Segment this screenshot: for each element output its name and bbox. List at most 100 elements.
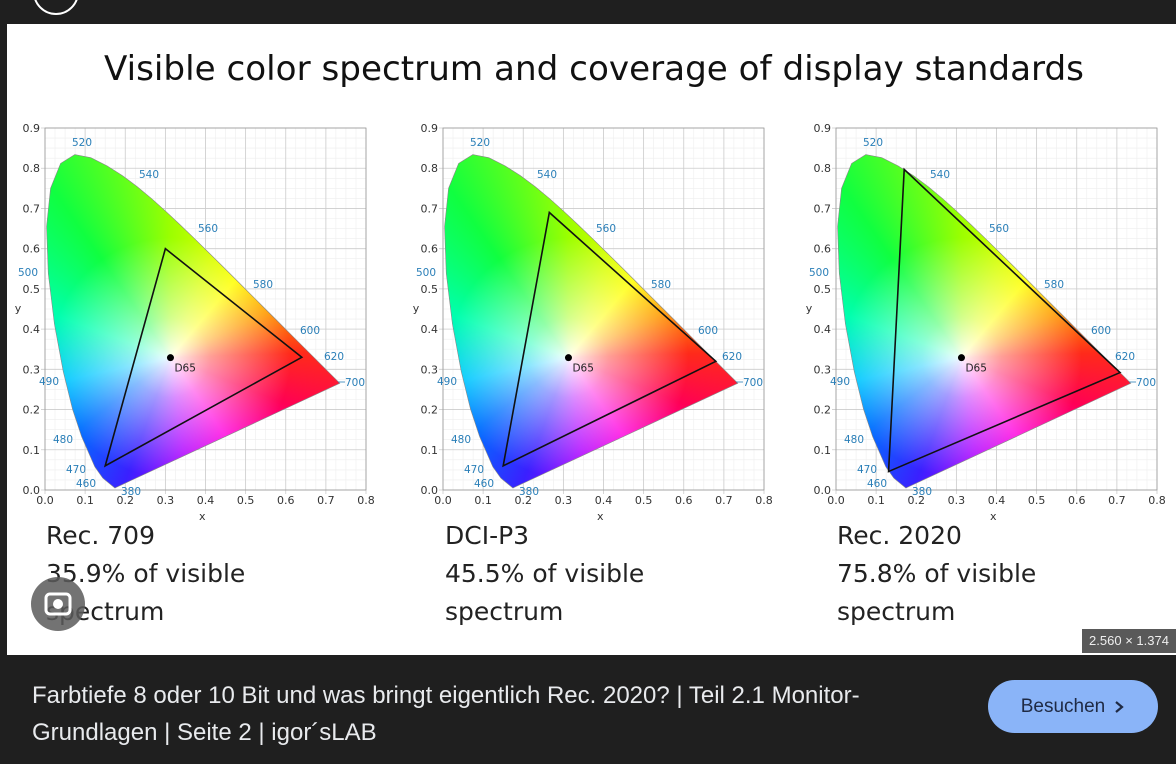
wavelength-label: 460 (76, 478, 96, 490)
y-tick-label: 0.3 (421, 363, 439, 376)
wavelength-label: 380 (912, 486, 932, 498)
spectral-locus (444, 154, 739, 489)
x-tick-label: 0.5 (1028, 494, 1046, 507)
white-point (564, 354, 572, 362)
standard-name: DCI-P3 (445, 521, 530, 550)
y-tick-label: 0.2 (814, 404, 832, 417)
y-tick-label: 0.5 (814, 283, 832, 296)
wavelength-label: 480 (451, 434, 471, 446)
wavelength-label: 480 (53, 434, 73, 446)
spectral-locus (46, 154, 341, 489)
white-point (957, 354, 965, 362)
x-tick-label: 0.7 (317, 494, 335, 507)
y-tick-label: 0.7 (421, 202, 439, 215)
diagram-caption: Rec. 2020 75.8% of visible spectrum (837, 517, 1052, 631)
y-tick-label: 0.3 (23, 363, 41, 376)
x-tick-label: 0.3 (555, 494, 573, 507)
plot-frame (44, 127, 367, 491)
coverage-text: 45.5% of visible spectrum (445, 559, 645, 626)
wavelength-label: 380 (519, 486, 539, 498)
plot-frame (442, 127, 765, 491)
x-tick-label: 0.1 (474, 494, 492, 507)
x-tick-label: 0.6 (277, 494, 295, 507)
x-axis-label: x (597, 510, 604, 523)
wavelength-label: 620 (1115, 351, 1135, 363)
y-tick-label: 0.7 (23, 202, 41, 215)
y-tick-label: 0.6 (421, 243, 439, 256)
standard-name: Rec. 2020 (837, 521, 962, 550)
y-tick-label: 0.8 (23, 162, 41, 175)
x-tick-label: 0.1 (867, 494, 885, 507)
wavelength-label: 500 (809, 267, 829, 279)
wavelength-label: 700 (743, 377, 763, 389)
x-tick-label: 0.4 (197, 494, 215, 507)
x-tick-label: 0.2 (515, 494, 533, 507)
y-axis-label: y (413, 302, 420, 315)
wavelength-label: 480 (844, 434, 864, 446)
y-axis-label: y (806, 302, 813, 315)
y-tick-label: 0.4 (23, 323, 41, 336)
diagram-caption: DCI-P3 45.5% of visible spectrum (445, 517, 660, 631)
avatar[interactable] (34, 0, 78, 15)
result-caption[interactable]: Farbtiefe 8 oder 10 Bit und was bringt e… (32, 682, 860, 746)
x-tick-label: 0.1 (76, 494, 94, 507)
y-tick-label: 0.6 (23, 243, 41, 256)
y-tick-label: 0.1 (23, 444, 41, 457)
wavelength-label: 540 (930, 169, 950, 181)
spectral-locus (837, 154, 1132, 489)
wavelength-label: 540 (537, 169, 557, 181)
y-tick-label: 0.7 (814, 202, 832, 215)
y-tick-label: 0.6 (814, 243, 832, 256)
wavelength-label: 470 (857, 464, 877, 476)
wavelength-label: 500 (416, 267, 436, 279)
wavelength-label: 520 (863, 137, 883, 149)
x-tick-label: 0.2 (117, 494, 135, 507)
wavelength-label: 490 (830, 376, 850, 388)
x-tick-label: 0.6 (675, 494, 693, 507)
y-tick-label: 0.8 (814, 162, 832, 175)
wavelength-label: 460 (474, 478, 494, 490)
y-tick-label: 0.8 (421, 162, 439, 175)
x-tick-label: 0.3 (948, 494, 966, 507)
x-tick-label: 0.5 (635, 494, 653, 507)
wavelength-label: 600 (698, 325, 718, 337)
x-tick-label: 0.6 (1068, 494, 1086, 507)
wavelength-label: 470 (464, 464, 484, 476)
y-tick-label: 0.4 (421, 323, 439, 336)
wavelength-label: 500 (18, 267, 38, 279)
gamut-triangle (103, 247, 304, 468)
plot-frame (835, 127, 1158, 491)
image-area (7, 24, 1176, 655)
wavelength-label: 560 (596, 223, 616, 235)
wavelength-label: 470 (66, 464, 86, 476)
wavelength-label: 560 (989, 223, 1009, 235)
chevron (1115, 700, 1124, 713)
x-tick-label: 0.7 (715, 494, 733, 507)
standard-name: Rec. 709 (46, 521, 155, 550)
y-tick-label: 0.5 (421, 283, 439, 296)
lens-icon (44, 592, 72, 616)
y-tick-label: 0.1 (421, 444, 439, 457)
x-tick-label: 0.5 (237, 494, 255, 507)
x-tick-label: 0.4 (988, 494, 1006, 507)
x-tick-label: 0.8 (1148, 494, 1166, 507)
wavelength-label: 580 (253, 279, 273, 291)
y-tick-label: 0.0 (814, 484, 832, 497)
y-tick-label: 0.1 (814, 444, 832, 457)
gamut-triangle (502, 210, 718, 468)
wavelength-label: 700 (345, 377, 365, 389)
x-tick-label: 0.2 (908, 494, 926, 507)
x-tick-label: 0.0 (434, 494, 452, 507)
lens-button[interactable] (31, 577, 85, 631)
wavelength-label: 580 (651, 279, 671, 291)
x-axis-label: x (199, 510, 206, 523)
wavelength-label: 490 (437, 376, 457, 388)
wavelength-label: 540 (139, 169, 159, 181)
wavelength-label: 620 (324, 351, 344, 363)
white-point-label: D65 (174, 363, 195, 375)
x-tick-label: 0.3 (157, 494, 175, 507)
y-tick-label: 0.9 (814, 122, 832, 135)
visit-label: Besuchen (1020, 695, 1106, 717)
visit-button[interactable]: Besuchen (988, 680, 1158, 733)
